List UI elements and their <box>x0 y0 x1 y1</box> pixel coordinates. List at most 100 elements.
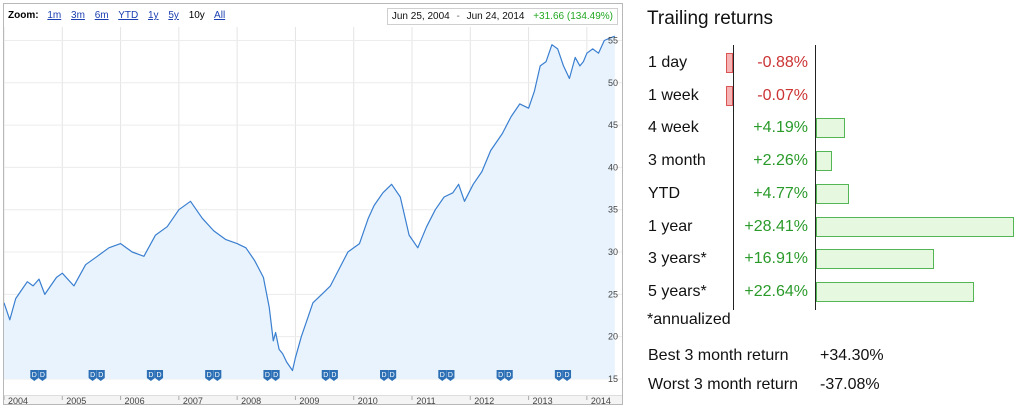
price-chart-panel: 15 20 25 30 35 40 45 50 55 2004 2005 2006 2007 2008 20… <box>3 3 623 405</box>
worst-3-month-label: Worst 3 month return <box>648 376 798 393</box>
x-tick-2014: 2014 <box>591 396 611 404</box>
zoom-ytd[interactable]: YTD <box>118 10 139 21</box>
date-range-box: Jun 25, 2004 - Jun 24, 2014 +31.66 (134.… <box>386 8 618 25</box>
zoom-1y[interactable]: 1y <box>148 10 159 21</box>
dividend-flag-icon[interactable]: D <box>446 370 455 381</box>
x-tick-2007: 2007 <box>183 396 203 404</box>
svg-text:D: D <box>98 372 103 379</box>
return-label: 3 month <box>648 152 706 170</box>
x-tick-2011: 2011 <box>416 396 435 404</box>
return-bar <box>816 249 934 270</box>
dividend-flag-icon[interactable]: D <box>321 370 330 381</box>
return-label: 1 day <box>648 54 688 71</box>
x-tick-2013: 2013 <box>533 396 553 404</box>
dividend-flag-icon[interactable]: D <box>496 370 505 381</box>
svg-text:D: D <box>40 372 45 379</box>
dividend-flag-icon[interactable]: D <box>88 370 97 381</box>
svg-text:D: D <box>331 372 336 379</box>
y-tick-40: 40 <box>608 162 618 172</box>
price-chart[interactable]: 15 20 25 30 35 40 45 50 55 2004 2005 2006 2007 2008 20… <box>4 4 622 404</box>
best-3-month-label: Best 3 month return <box>648 347 789 364</box>
dividend-flag-icon[interactable]: D <box>563 370 572 381</box>
x-tick-2009: 2009 <box>299 396 319 404</box>
return-label: 3 years* <box>648 250 707 268</box>
y-tick-45: 45 <box>608 120 618 130</box>
svg-text:D: D <box>556 372 561 379</box>
dividend-flag-icon[interactable]: D <box>554 370 563 381</box>
svg-text:D: D <box>323 372 328 379</box>
zoom-1m[interactable]: 1m <box>47 10 62 21</box>
dividend-flag-icon[interactable]: D <box>38 370 47 381</box>
svg-text:D: D <box>381 372 386 379</box>
y-tick-50: 50 <box>608 78 618 88</box>
dividend-flag-icon[interactable]: D <box>380 370 389 381</box>
trailing-returns-title: Trailing returns <box>647 8 774 29</box>
zoom-bar: Zoom: 1m 3m 6m YTD 1y 5y 10y All <box>8 10 232 21</box>
return-value: +28.41% <box>744 217 808 235</box>
svg-text:D: D <box>448 372 453 379</box>
x-axis-band <box>4 396 622 404</box>
returns-bar-axis <box>815 45 816 310</box>
dividend-flag-icon[interactable]: D <box>263 370 272 381</box>
return-bar <box>816 281 974 302</box>
zoom-5y[interactable]: 5y <box>168 10 179 21</box>
dividend-flag-icon[interactable]: D <box>504 370 513 381</box>
dividend-flag-icon[interactable]: D <box>30 370 39 381</box>
x-tick-2005: 2005 <box>66 396 86 404</box>
return-label: 5 years* <box>648 282 707 300</box>
worst-3-month-value: -37.08% <box>820 376 880 393</box>
svg-text:D: D <box>565 372 570 379</box>
svg-text:D: D <box>157 372 162 379</box>
x-tick-2012: 2012 <box>474 396 494 404</box>
svg-text:D: D <box>440 372 445 379</box>
x-tick-2010: 2010 <box>358 396 378 404</box>
return-bar <box>816 183 850 204</box>
price-area <box>4 36 615 379</box>
y-tick-30: 30 <box>608 247 618 257</box>
x-tick-2004: 2004 <box>8 396 28 404</box>
return-value: +16.91% <box>744 250 808 268</box>
dividend-flag-icon[interactable]: D <box>213 370 222 381</box>
x-tick-2006: 2006 <box>125 396 145 404</box>
returns-zero-axis <box>733 45 734 310</box>
return-value: -0.07% <box>757 86 808 104</box>
price-line <box>4 35 616 372</box>
return-bar <box>816 216 1014 237</box>
dividend-flag-icon[interactable]: D <box>329 370 338 381</box>
return-bar <box>726 53 733 73</box>
return-label: 4 week <box>648 119 699 137</box>
zoom-all[interactable]: All <box>214 10 226 21</box>
return-label: YTD <box>648 184 680 202</box>
zoom-10y[interactable]: 10y <box>188 10 205 21</box>
zoom-3m[interactable]: 3m <box>71 10 85 21</box>
dividend-flag-icon[interactable]: D <box>146 370 155 381</box>
y-tick-15: 15 <box>608 374 618 384</box>
dividend-flag-icon[interactable]: D <box>96 370 105 381</box>
range-separator: - <box>456 11 460 22</box>
range-change: +31.66 (134.49%) <box>533 11 613 22</box>
svg-text:D: D <box>148 372 153 379</box>
svg-text:D: D <box>215 372 220 379</box>
svg-text:D: D <box>207 372 212 379</box>
dividend-flag-icon[interactable]: D <box>205 370 214 381</box>
zoom-label: Zoom: <box>8 10 39 21</box>
svg-text:D: D <box>506 372 511 379</box>
svg-text:D: D <box>498 372 503 379</box>
return-value: +2.26% <box>753 152 808 170</box>
y-tick-20: 20 <box>608 332 618 342</box>
dividend-flag-icon[interactable]: D <box>155 370 164 381</box>
dividend-flag-icon[interactable]: D <box>271 370 280 381</box>
svg-text:D: D <box>265 372 270 379</box>
x-tick-2008: 2008 <box>241 396 261 404</box>
range-end-date[interactable]: Jun 24, 2014 <box>466 11 525 22</box>
zoom-6m[interactable]: 6m <box>94 10 109 21</box>
dividend-flag-icon[interactable]: D <box>438 370 447 381</box>
return-bar <box>726 85 733 106</box>
best-3-month-value: +34.30% <box>820 347 884 364</box>
annualized-note: *annualized <box>647 311 731 328</box>
range-start-date[interactable]: Jun 25, 2004 <box>391 11 450 22</box>
dividend-flag-icon[interactable]: D <box>388 370 397 381</box>
svg-text:D: D <box>32 372 37 379</box>
return-bar <box>816 118 846 139</box>
return-value: +22.64% <box>744 282 808 300</box>
